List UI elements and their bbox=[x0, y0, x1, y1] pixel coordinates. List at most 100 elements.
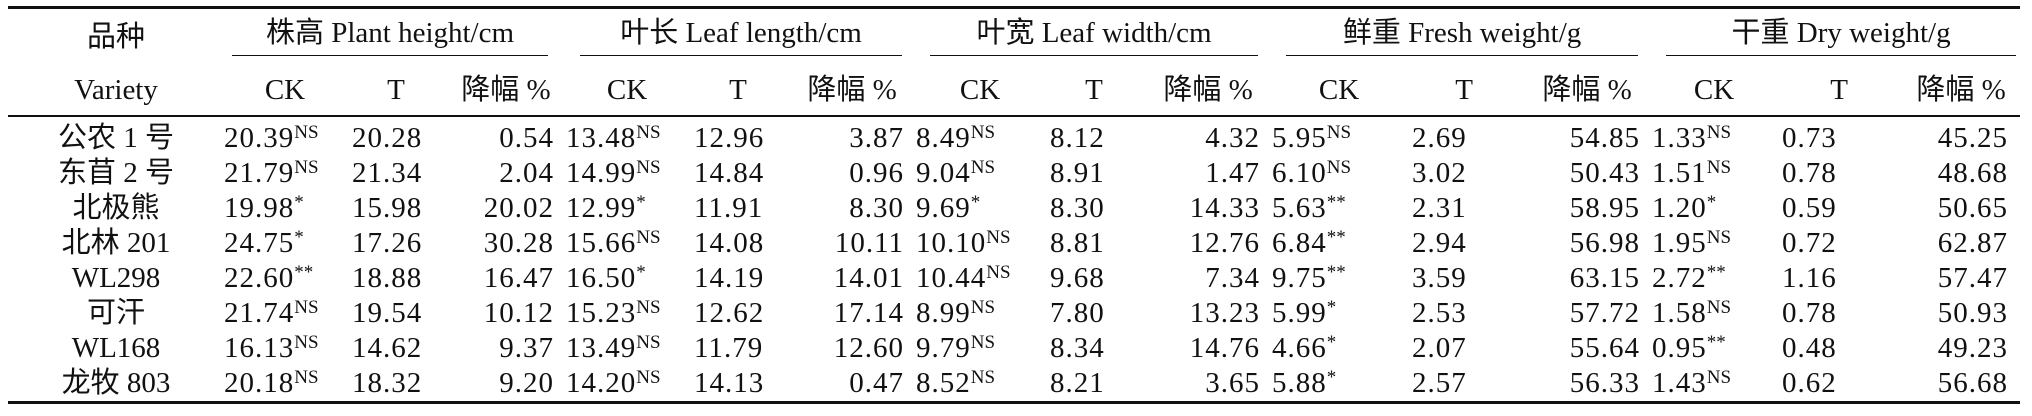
t-cell: 21.34 bbox=[352, 157, 423, 189]
t-cell: 9.68 bbox=[1050, 262, 1105, 294]
ck-cell: 21.79NS bbox=[224, 156, 346, 191]
ck-cell: 8.99NS bbox=[916, 296, 1044, 331]
ck-value: 8.52 bbox=[916, 367, 971, 399]
ck-cell: 6.84** bbox=[1272, 226, 1406, 261]
ck-value: 12.99 bbox=[566, 192, 637, 224]
subheader-leaf-length-t: T bbox=[688, 65, 789, 117]
table-row: 可汗 21.74NS 19.54 10.12 15.23NS 12.62 17.14 8.99… bbox=[8, 296, 2020, 331]
subheader-plant-height-decline: 降幅 % bbox=[446, 65, 567, 117]
t-cell: 0.48 bbox=[1782, 332, 1837, 364]
ck-cell: 6.10NS bbox=[1272, 156, 1406, 191]
decline-cell: 54.85 bbox=[1569, 122, 1641, 154]
t-cell: 0.72 bbox=[1782, 227, 1837, 259]
decline-cell: 14.33 bbox=[1189, 192, 1261, 224]
t-cell: 1.16 bbox=[1782, 262, 1837, 294]
ck-cell: 13.49NS bbox=[566, 331, 688, 366]
t-cell: 3.59 bbox=[1412, 262, 1467, 294]
ck-value: 1.33 bbox=[1652, 122, 1707, 154]
ck-value: 5.63 bbox=[1272, 192, 1327, 224]
subheader-dry-weight-decline: 降幅 % bbox=[1902, 65, 2021, 117]
ck-value: 20.18 bbox=[224, 367, 295, 399]
decline-cell: 13.23 bbox=[1189, 297, 1261, 329]
decline-cell: 10.11 bbox=[834, 227, 905, 259]
ck-cell: 10.44NS bbox=[916, 261, 1044, 296]
ck-value: 10.10 bbox=[916, 227, 987, 259]
t-cell: 8.30 bbox=[1050, 192, 1105, 224]
significance-mark: * bbox=[294, 227, 304, 248]
table-row: 龙牧 803 20.18NS 18.32 9.20 14.20NS 14.13 0.47 8.… bbox=[8, 366, 2021, 404]
significance-mark: * bbox=[1326, 297, 1337, 318]
significance-mark: ** bbox=[1706, 332, 1726, 353]
ck-value: 1.58 bbox=[1652, 297, 1707, 329]
ck-value: 22.60 bbox=[224, 262, 295, 294]
decline-cell: 55.64 bbox=[1569, 332, 1641, 364]
significance-mark: NS bbox=[986, 227, 1011, 248]
significance-mark: NS bbox=[1706, 227, 1732, 248]
ck-value: 16.13 bbox=[224, 332, 295, 364]
ck-cell: 1.43NS bbox=[1652, 366, 1777, 404]
ck-cell: 1.95NS bbox=[1652, 226, 1776, 261]
ck-value: 4.66 bbox=[1272, 332, 1327, 364]
ck-cell: 14.20NS bbox=[566, 366, 689, 404]
t-cell: 12.62 bbox=[694, 297, 765, 329]
ck-value: 6.84 bbox=[1272, 227, 1327, 259]
table-row: 北林 201 24.75* 17.26 30.28 15.66NS 14.08 10.11 1… bbox=[8, 226, 2020, 261]
variety-cell: WL168 bbox=[71, 332, 161, 364]
ck-cell: 1.33NS bbox=[1652, 116, 1776, 156]
ck-cell: 4.66* bbox=[1272, 331, 1406, 366]
decline-cell: 56.68 bbox=[1902, 366, 2021, 404]
subheader-fresh-weight-decline: 降幅 % bbox=[1522, 65, 1653, 117]
variety-cell: 龙牧 803 bbox=[8, 366, 224, 404]
significance-mark: * bbox=[1326, 367, 1337, 388]
t-cell: 2.53 bbox=[1412, 297, 1467, 329]
decline-cell: 20.02 bbox=[483, 192, 555, 224]
ck-value: 9.04 bbox=[916, 157, 971, 189]
decline-cell: 1.47 bbox=[1205, 157, 1261, 189]
decline-cell: 0.47 bbox=[788, 366, 917, 404]
ck-cell: 19.98* bbox=[224, 191, 346, 226]
significance-mark: * bbox=[970, 192, 981, 213]
ck-value: 14.20 bbox=[566, 367, 637, 399]
decline-cell: 45.25 bbox=[1937, 122, 2009, 154]
decline-cell: 17.14 bbox=[833, 297, 905, 329]
t-cell: 14.13 bbox=[688, 366, 789, 404]
t-cell: 8.91 bbox=[1050, 157, 1105, 189]
ck-cell: 1.58NS bbox=[1652, 296, 1776, 331]
significance-mark: ** bbox=[294, 262, 314, 283]
significance-mark: ** bbox=[1706, 262, 1726, 283]
group-header-leaf-length: 叶长 Leaf length/cm bbox=[580, 18, 903, 56]
ck-value: 24.75 bbox=[224, 227, 295, 259]
ck-cell: 1.20* bbox=[1652, 191, 1776, 226]
t-cell: 0.73 bbox=[1782, 122, 1837, 154]
decline-cell: 50.65 bbox=[1937, 192, 2009, 224]
significance-mark: NS bbox=[970, 332, 996, 353]
ck-cell: 2.72** bbox=[1652, 261, 1776, 296]
t-cell: 12.96 bbox=[694, 122, 765, 154]
significance-mark: NS bbox=[636, 122, 661, 143]
ck-value: 13.48 bbox=[566, 122, 637, 154]
significance-mark: ** bbox=[1326, 262, 1346, 283]
significance-mark: NS bbox=[1706, 122, 1732, 143]
t-cell: 14.84 bbox=[694, 157, 765, 189]
ck-value: 1.95 bbox=[1652, 227, 1707, 259]
significance-mark: NS bbox=[636, 157, 661, 178]
t-cell: 2.31 bbox=[1412, 192, 1467, 224]
t-cell: 0.78 bbox=[1782, 297, 1837, 329]
ck-cell: 5.95NS bbox=[1272, 116, 1406, 156]
ck-value: 2.72 bbox=[1652, 262, 1707, 294]
significance-mark: * bbox=[1706, 192, 1717, 213]
significance-mark: NS bbox=[1706, 157, 1732, 178]
decline-cell: 4.32 bbox=[1205, 122, 1261, 154]
t-cell: 2.94 bbox=[1412, 227, 1467, 259]
significance-mark: NS bbox=[1706, 297, 1732, 318]
ck-value: 8.99 bbox=[916, 297, 971, 329]
t-cell: 20.28 bbox=[352, 122, 423, 154]
ck-cell: 9.79NS bbox=[916, 331, 1044, 366]
variety-cell: WL298 bbox=[71, 262, 161, 294]
significance-mark: NS bbox=[294, 332, 319, 353]
ck-cell: 22.60** bbox=[224, 261, 346, 296]
ck-cell: 5.88* bbox=[1272, 366, 1407, 404]
ck-cell: 8.49NS bbox=[916, 116, 1044, 156]
table-row: 公农 1 号 20.39NS 20.28 0.54 13.48NS 12.96 3.87 8.… bbox=[8, 116, 2020, 156]
ck-cell: 16.50* bbox=[566, 261, 688, 296]
